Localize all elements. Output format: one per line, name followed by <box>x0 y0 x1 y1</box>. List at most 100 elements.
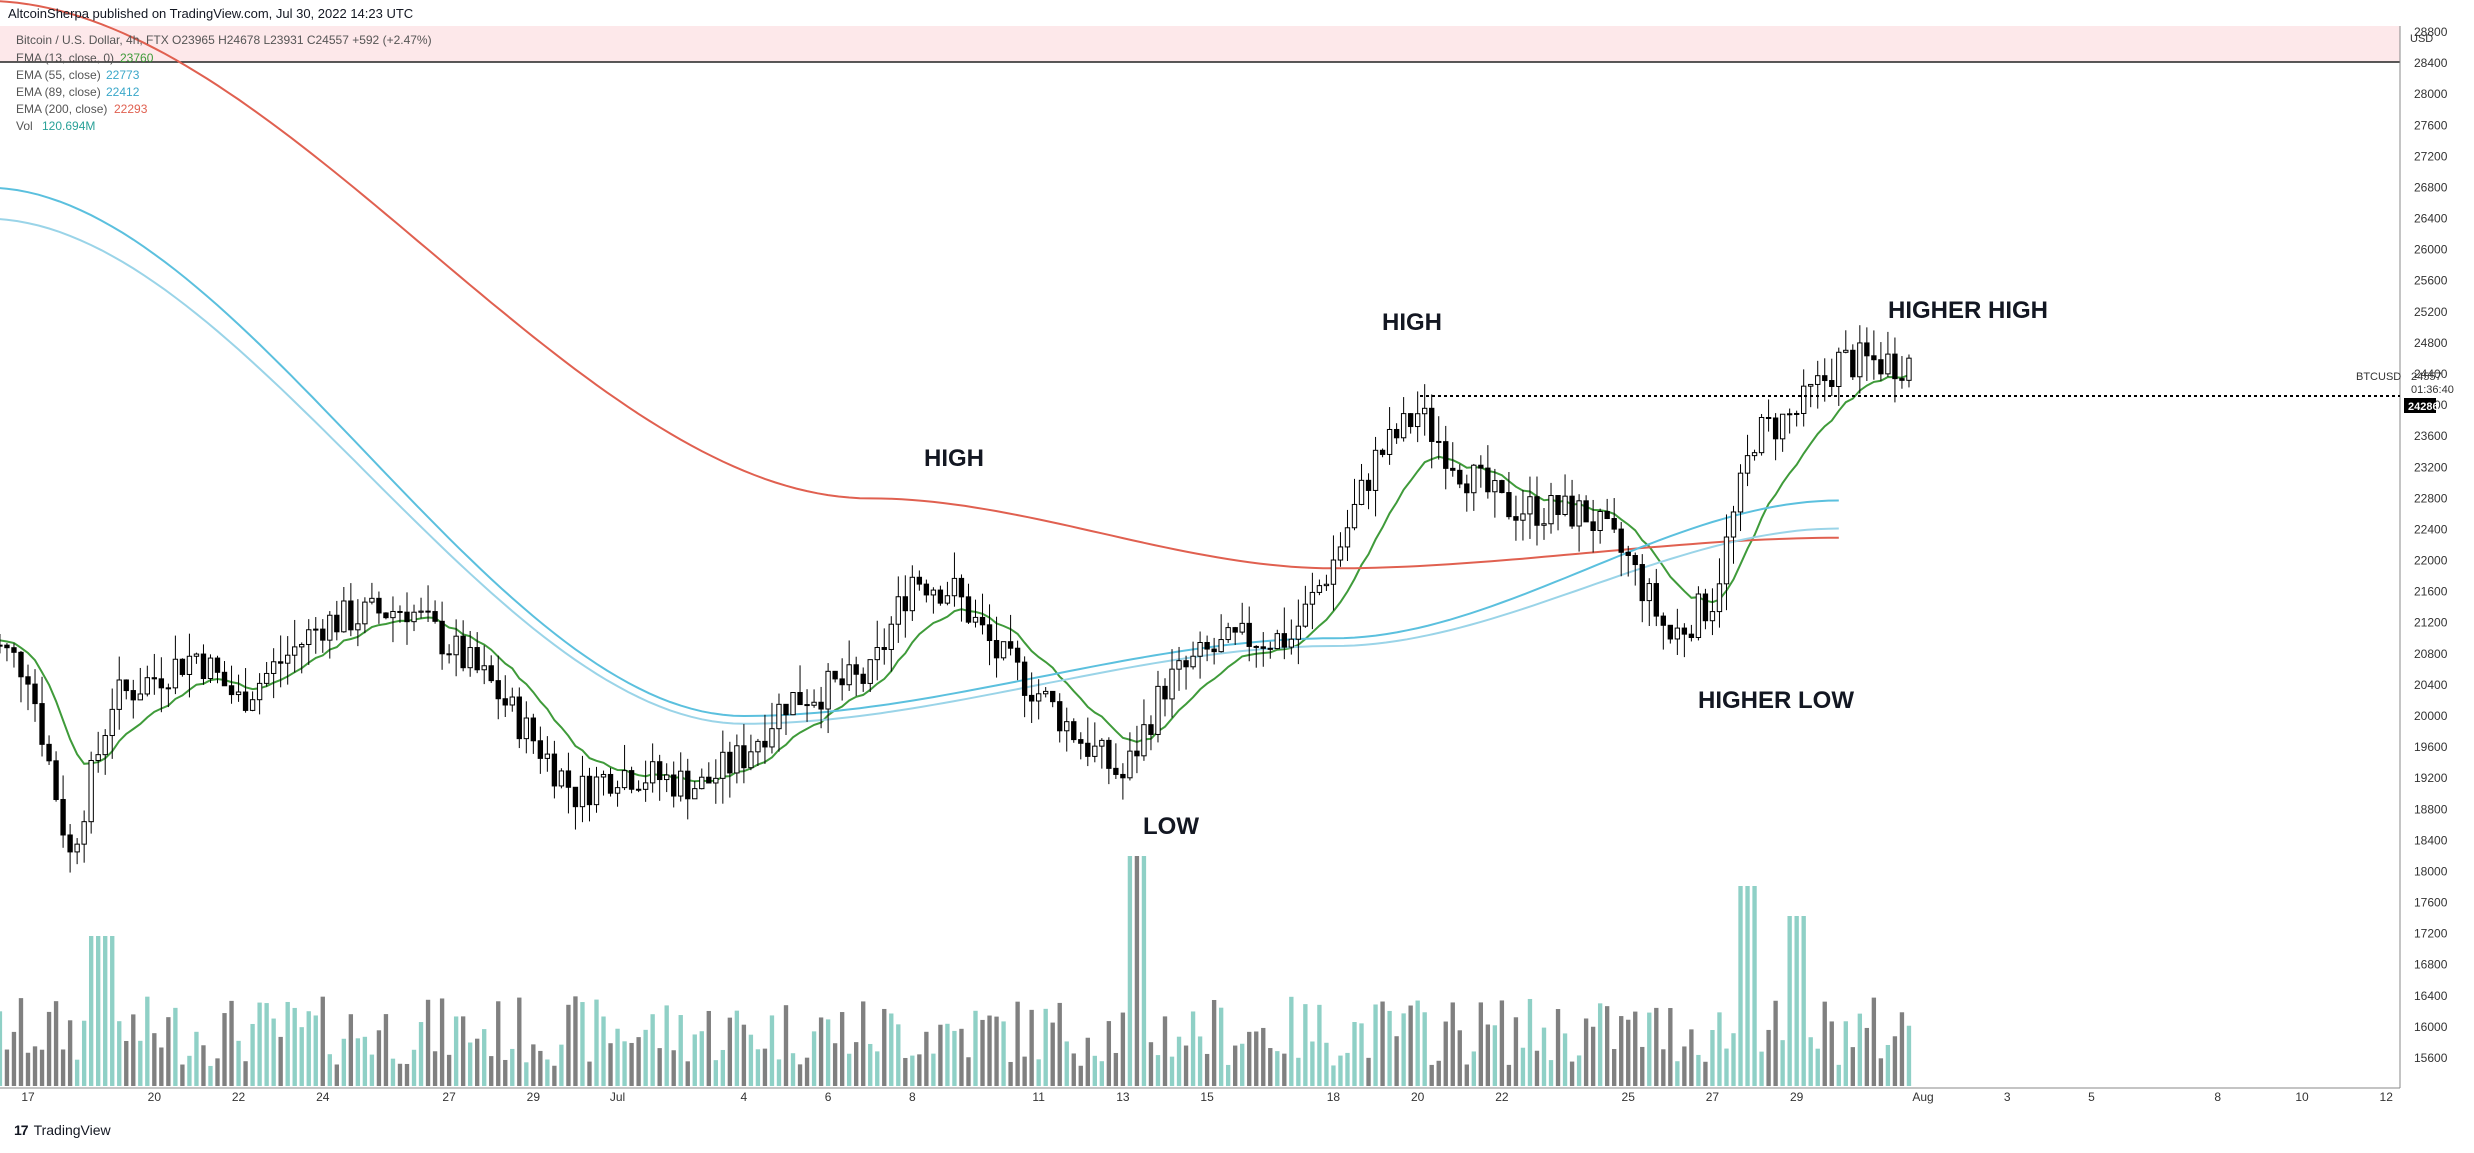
candle-up <box>930 589 937 596</box>
volume-bar <box>1366 1057 1371 1086</box>
candle-down <box>502 698 508 706</box>
candle-down <box>200 653 207 680</box>
volume-bar <box>1085 1037 1090 1086</box>
volume-bar <box>622 1041 627 1086</box>
candle-down <box>881 647 887 650</box>
volume-bar <box>1576 1055 1582 1086</box>
volume-bar <box>1808 1037 1813 1086</box>
volume-bar <box>1836 1064 1841 1086</box>
candle-up <box>748 751 754 769</box>
volume-bar <box>1106 1021 1112 1086</box>
volume-bar <box>1092 1055 1097 1086</box>
candle-down <box>902 596 908 612</box>
price-scale-ticks: 15600 16000 16400 16800 17200 17600 18000 18400… <box>2414 25 2448 1065</box>
price-tick: 28400 <box>2414 56 2448 70</box>
volume-bar <box>1233 1045 1238 1086</box>
volume-bar <box>804 1057 810 1086</box>
volume-bar <box>1759 1051 1764 1086</box>
volume-bar <box>74 1059 80 1086</box>
candle-down <box>495 680 501 700</box>
candle-down <box>1667 624 1674 640</box>
legend-ema89: EMA (89, close) 22412 <box>16 85 140 99</box>
volume-bar <box>1001 1021 1006 1086</box>
volume-bar <box>854 1042 859 1086</box>
volume-bar <box>1899 1012 1905 1086</box>
volume-bar <box>1120 1012 1126 1086</box>
candle-up <box>327 614 333 641</box>
volume-bar <box>587 1061 592 1086</box>
volume-bar <box>1099 1061 1105 1086</box>
time-scale-ticks: 17 20 22 24 27 29 Jul 4 6 8 11 13 15 18 20 22 25 27 29 Aug 3… <box>21 1090 2393 1104</box>
candle-up <box>144 677 150 695</box>
candle-up <box>88 759 94 823</box>
candle-down <box>1134 750 1140 757</box>
candle-down <box>60 798 66 836</box>
candle-down <box>1829 380 1835 387</box>
volume-bar <box>797 1064 803 1086</box>
volume-bar <box>1022 1056 1027 1086</box>
volume-bar <box>1906 1025 1912 1086</box>
candle-up <box>270 661 277 674</box>
candle-up <box>1176 660 1182 670</box>
candle-down <box>446 653 452 656</box>
volume-bar <box>566 1004 571 1086</box>
volume-bar <box>1225 1064 1231 1086</box>
volume-bar <box>1689 1029 1694 1086</box>
candle-down <box>783 703 789 716</box>
candle-down <box>1232 627 1238 633</box>
volume-bar <box>1696 1054 1701 1086</box>
volume-bar <box>271 1018 276 1086</box>
candle-down <box>67 834 73 853</box>
ema55-value: 22773 <box>106 68 140 82</box>
candle-up <box>678 770 684 797</box>
volume-bar <box>629 1042 634 1086</box>
candle-down <box>1246 622 1252 647</box>
volume-bar <box>1471 1051 1476 1086</box>
candle-up <box>1548 495 1554 525</box>
volume-bar <box>846 1053 852 1086</box>
annotation-high-left: HIGH <box>924 445 984 472</box>
candle-down <box>685 770 691 800</box>
volume-bar <box>685 1061 690 1086</box>
volume-bar <box>439 998 445 1086</box>
candle-up <box>1295 625 1302 640</box>
candle-down <box>1506 492 1512 518</box>
volume-bar <box>1619 1016 1624 1086</box>
candle-down <box>860 673 866 684</box>
volume-bar <box>973 1010 978 1086</box>
volume-bar <box>1450 1002 1455 1086</box>
candle-down <box>1555 495 1561 515</box>
candle-down <box>1379 449 1386 455</box>
volume-bar <box>1422 1012 1427 1086</box>
volume-bar <box>1008 1061 1013 1086</box>
time-tick: 11 <box>1032 1090 1045 1104</box>
candle-up <box>306 629 312 645</box>
legend-volume: Vol 120.694M <box>16 119 95 133</box>
volume-bar <box>1261 1027 1266 1086</box>
candle-up <box>1836 351 1842 387</box>
candle-down <box>993 640 1000 659</box>
candle-up <box>102 735 108 756</box>
volume-bar <box>124 1040 129 1086</box>
candle-up <box>1786 413 1793 416</box>
volume-bar <box>1218 1007 1224 1086</box>
candle-up <box>664 774 670 781</box>
candle-down <box>551 753 558 787</box>
volume-bar <box>1141 856 1147 1086</box>
candle-down <box>425 610 431 613</box>
volume-bar <box>601 1016 606 1086</box>
candle-up <box>944 595 951 604</box>
candle-up <box>1793 412 1800 415</box>
candle-down <box>242 691 249 711</box>
candle-up <box>642 782 649 790</box>
volume-bar <box>573 996 578 1086</box>
volume-bar <box>608 1043 613 1086</box>
volume-bar <box>1506 1064 1512 1086</box>
candle-up <box>867 659 873 684</box>
volume-bar <box>1604 1006 1610 1086</box>
volume-bar <box>1682 1046 1687 1086</box>
tradingview-brand[interactable]: 17 TradingView <box>14 1122 111 1138</box>
candle-down <box>1534 496 1540 526</box>
volume-bar <box>882 1008 887 1086</box>
